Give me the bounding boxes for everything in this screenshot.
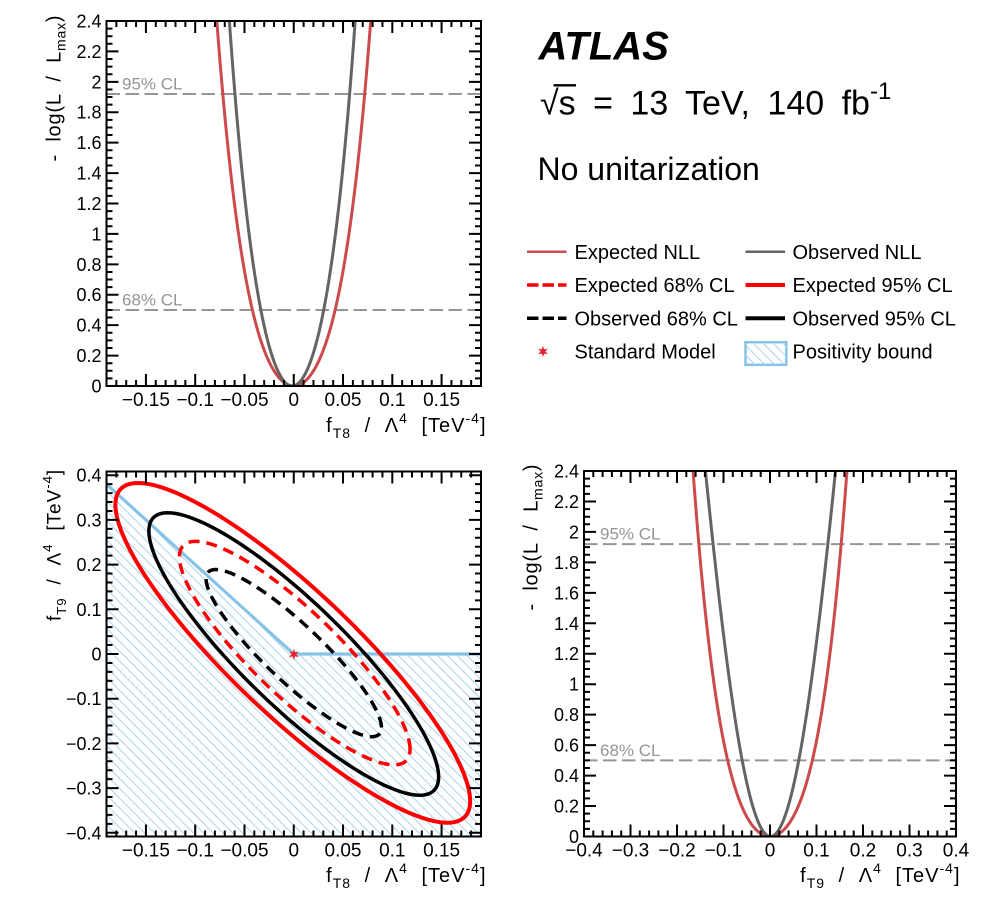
svg-text:2: 2 (91, 72, 101, 92)
svg-text:0.4: 0.4 (76, 466, 101, 486)
svg-text:0.4: 0.4 (943, 841, 970, 862)
svg-text:0.1: 0.1 (803, 841, 829, 862)
svg-text:Expected NLL: Expected NLL (575, 242, 701, 264)
svg-text:Positivity bound: Positivity bound (793, 342, 933, 364)
svg-text:Observed NLL: Observed NLL (793, 242, 922, 264)
svg-text:0.15: 0.15 (423, 841, 460, 862)
svg-text:0: 0 (289, 841, 300, 862)
svg-text:1.6: 1.6 (76, 133, 101, 153)
svg-text:−0.4: −0.4 (565, 841, 603, 862)
svg-text:95% CL: 95% CL (122, 75, 182, 94)
svg-text:0: 0 (765, 841, 776, 862)
svg-text:−0.3: −0.3 (612, 841, 650, 862)
svg-text:0.2: 0.2 (850, 841, 876, 862)
svg-text:−0.15: −0.15 (122, 841, 170, 862)
svg-text:0: 0 (91, 645, 101, 665)
svg-text:2.2: 2.2 (554, 492, 579, 512)
svg-text:Expected 95% CL: Expected 95% CL (793, 275, 953, 297)
svg-text:1.4: 1.4 (76, 164, 101, 184)
svg-text:68% CL: 68% CL (600, 741, 660, 760)
svg-text:1: 1 (91, 224, 101, 244)
svg-text:1.2: 1.2 (554, 644, 579, 664)
svg-text:−0.1: −0.1 (176, 841, 214, 862)
svg-text:Observed 95% CL: Observed 95% CL (793, 308, 956, 330)
svg-text:1: 1 (569, 675, 579, 695)
svg-text:Expected 68% CL: Expected 68% CL (575, 275, 735, 297)
svg-text:No unitarization: No unitarization (538, 151, 760, 187)
svg-text:1.8: 1.8 (554, 553, 579, 573)
svg-text:−0.05: −0.05 (220, 390, 268, 411)
svg-text:−0.1: −0.1 (705, 841, 743, 862)
svg-text:−0.2: −0.2 (66, 734, 102, 754)
svg-text:−0.15: −0.15 (122, 390, 170, 411)
svg-text:−0.3: −0.3 (66, 779, 102, 799)
svg-text:−0.1: −0.1 (66, 689, 102, 709)
svg-text:√s = 13 TeV, 140 fb-1: √s = 13 TeV, 140 fb-1 (540, 78, 891, 123)
svg-text:0.1: 0.1 (379, 390, 405, 411)
svg-text:0.4: 0.4 (554, 766, 579, 786)
svg-text:0.3: 0.3 (76, 510, 101, 530)
svg-text:Standard Model: Standard Model (575, 342, 716, 364)
svg-text:0.15: 0.15 (423, 390, 460, 411)
svg-text:1.2: 1.2 (76, 194, 101, 214)
svg-text:1.6: 1.6 (554, 583, 579, 603)
svg-text:−0.4: −0.4 (66, 823, 102, 843)
svg-text:Observed 68% CL: Observed 68% CL (575, 308, 738, 330)
svg-text:0.8: 0.8 (76, 255, 101, 275)
svg-text:0.2: 0.2 (76, 555, 101, 575)
svg-text:0.05: 0.05 (325, 390, 362, 411)
svg-text:0.6: 0.6 (554, 736, 579, 756)
svg-text:0: 0 (289, 390, 300, 411)
svg-text:−0.05: −0.05 (220, 841, 268, 862)
svg-text:1.4: 1.4 (554, 614, 579, 634)
svg-text:1.8: 1.8 (76, 103, 101, 123)
svg-text:0.1: 0.1 (76, 600, 101, 620)
svg-text:ATLAS: ATLAS (538, 25, 670, 69)
svg-text:95% CL: 95% CL (600, 525, 660, 544)
svg-text:0.2: 0.2 (76, 346, 101, 366)
svg-text:0.3: 0.3 (896, 841, 922, 862)
svg-text:0.8: 0.8 (554, 705, 579, 725)
svg-text:68% CL: 68% CL (122, 291, 182, 310)
svg-text:2.4: 2.4 (554, 462, 579, 482)
svg-text:0.6: 0.6 (76, 285, 101, 305)
svg-text:0: 0 (91, 377, 101, 397)
svg-text:2.2: 2.2 (76, 42, 101, 62)
svg-text:−0.2: −0.2 (658, 841, 696, 862)
svg-text:fT9 / Λ4 [TeV-4]: fT9 / Λ4 [TeV-4] (40, 469, 69, 621)
svg-text:0.4: 0.4 (76, 316, 101, 336)
svg-text:0: 0 (569, 827, 579, 847)
svg-text:0.2: 0.2 (554, 797, 579, 817)
svg-text:0.1: 0.1 (379, 841, 405, 862)
svg-text:0.05: 0.05 (325, 841, 362, 862)
svg-text:2: 2 (569, 522, 579, 542)
svg-text:−0.1: −0.1 (176, 390, 214, 411)
svg-text:2.4: 2.4 (76, 12, 101, 32)
